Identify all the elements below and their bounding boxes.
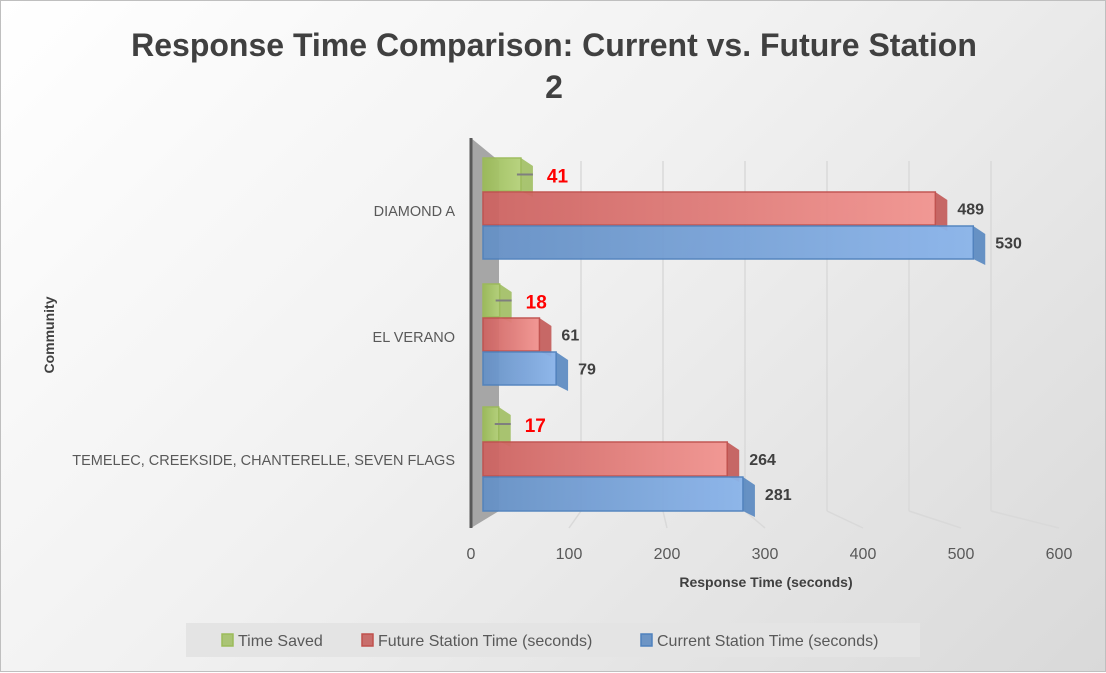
data-label: 264 <box>749 452 776 469</box>
bar-side <box>935 192 948 231</box>
y-tick-label: DIAMOND A <box>374 204 456 220</box>
bar <box>482 157 522 192</box>
legend-swatch <box>361 633 374 647</box>
floor-gridline <box>990 510 1060 529</box>
data-label: 61 <box>561 328 579 345</box>
bar-side <box>742 477 755 517</box>
bar-side <box>498 407 511 447</box>
x-tick-label: 500 <box>948 546 975 563</box>
floor-gridline <box>662 510 668 529</box>
floor-gridline <box>568 510 582 529</box>
bar <box>482 351 557 386</box>
legend-label: Current Station Time (seconds) <box>657 633 878 650</box>
bar <box>482 225 974 260</box>
data-label: 18 <box>526 293 547 314</box>
x-tick-label: 400 <box>850 546 877 563</box>
bar-side <box>556 352 569 391</box>
data-label: 489 <box>957 202 984 219</box>
y-axis-title: Community <box>41 296 57 373</box>
data-label: 79 <box>578 362 596 379</box>
y-tick-label: EL VERANO <box>373 330 455 346</box>
bar <box>482 191 937 226</box>
x-axis-title: Response Time (seconds) <box>679 574 852 590</box>
legend-swatch <box>640 633 653 647</box>
floor-gridline <box>908 510 962 529</box>
legend <box>186 623 920 657</box>
legend-label: Time Saved <box>238 633 323 650</box>
x-tick-label: 300 <box>752 546 779 563</box>
data-label: 530 <box>995 236 1022 253</box>
floor-gridline <box>826 510 864 529</box>
bar-side <box>499 284 512 323</box>
bar <box>482 441 728 477</box>
bar-side <box>539 318 552 357</box>
y-tick-label: TEMELEC, CREEKSIDE, CHANTERELLE, SEVEN F… <box>72 453 455 469</box>
chart-title-line2: 2 <box>545 69 563 105</box>
data-label: 17 <box>525 416 546 437</box>
legend-swatch <box>221 633 234 647</box>
bar-side <box>520 158 533 197</box>
chart-title-line1: Response Time Comparison: Current vs. Fu… <box>131 27 977 63</box>
bar <box>482 476 744 512</box>
data-label: 41 <box>547 167 569 188</box>
x-tick-label: 200 <box>654 546 681 563</box>
bar <box>482 317 541 352</box>
bar-side <box>727 442 740 482</box>
x-tick-label: 600 <box>1046 546 1073 563</box>
bar-side <box>973 226 986 265</box>
x-tick-label: 0 <box>467 546 476 563</box>
x-tick-label: 100 <box>556 546 583 563</box>
floor-gridline <box>744 510 766 529</box>
data-label: 281 <box>765 487 792 504</box>
legend-label: Future Station Time (seconds) <box>378 633 592 650</box>
